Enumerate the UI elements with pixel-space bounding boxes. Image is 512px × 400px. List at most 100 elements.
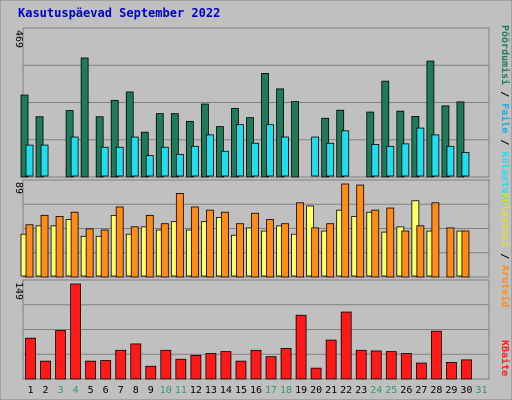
bar-faile-day-1	[25, 144, 34, 177]
bar-p-rdumisi-day-1	[20, 94, 29, 178]
bar-kbaite-day-27	[415, 362, 427, 380]
legend-pages: Pöördumisi	[499, 25, 511, 85]
x-tick-day-20: 20	[310, 385, 322, 396]
bar-kbaite-day-22	[340, 311, 352, 380]
bar-kbaite-day-26	[400, 353, 412, 380]
y-max-label: 469	[13, 30, 24, 48]
bar-faile-day-18	[281, 136, 289, 177]
bar-aruteid-day-20	[311, 227, 320, 278]
x-tick-day-23: 23	[355, 385, 367, 396]
bar-kbaite-day-7	[115, 349, 127, 380]
legend-middle: Külastusi / Aruteid	[499, 193, 511, 307]
bar-kbaite-day-24	[370, 350, 382, 380]
x-tick-day-22: 22	[340, 385, 352, 396]
bar-aruteid-day-19	[296, 202, 304, 278]
bar-kbaite-day-15	[235, 360, 247, 380]
x-tick-day-12: 12	[190, 385, 202, 396]
bar-faile-day-8	[130, 136, 139, 177]
bar-kbaite-day-23	[355, 349, 367, 380]
legend-kbytes: KBaite	[499, 340, 511, 376]
bar-aruteid-day-8	[130, 226, 139, 278]
bar-p-rdumisi-day-7	[110, 99, 119, 178]
bar-aruteid-day-26	[401, 230, 410, 278]
x-tick-day-10: 10	[160, 385, 172, 396]
bar-aruteid-day-18	[281, 223, 289, 278]
bar-kbaite-day-1	[25, 337, 36, 380]
x-tick-day-18: 18	[280, 385, 292, 396]
bar-p-rdumisi-day-11	[170, 113, 179, 178]
x-tick-day-28: 28	[430, 385, 442, 396]
x-tick-day-24: 24	[370, 385, 382, 396]
bar-kbaite-day-18	[280, 347, 292, 380]
bar-p-rdumisi-day-8	[125, 91, 134, 178]
bar-faile-day-14	[221, 150, 229, 177]
x-tick-day-14: 14	[220, 385, 232, 396]
bar-aruteid-day-25	[386, 207, 395, 278]
x-tick-day-21: 21	[325, 385, 337, 396]
x-tick-day-13: 13	[205, 385, 217, 396]
bar-kbaite-day-12	[190, 355, 202, 380]
x-tick-day-30: 30	[460, 385, 472, 396]
bar-aruteid-day-24	[371, 209, 380, 278]
bar-faile-day-25	[386, 145, 395, 177]
legend-hits: Külastusi	[499, 151, 511, 205]
bar-kbaite-day-20	[310, 367, 322, 380]
bar-aruteid-day-4	[70, 211, 79, 278]
bar-aruteid-day-13	[206, 209, 214, 278]
bar-aruteid-day-15	[236, 223, 244, 278]
bar-kbaite-day-30	[461, 359, 472, 380]
bar-aruteid-day-16	[251, 212, 259, 278]
bar-aruteid-day-21	[326, 223, 335, 278]
panel-kbytes: 149	[13, 279, 490, 380]
bar-aruteid-day-23	[356, 184, 365, 278]
bar-p-rdumisi-day-25	[381, 80, 390, 178]
bar-faile-day-27	[416, 127, 425, 177]
bar-p-rdumisi-day-5	[80, 57, 89, 178]
x-tick-day-5: 5	[88, 385, 94, 396]
bar-faile-day-30	[461, 152, 470, 177]
bar-aruteid-day-14	[221, 211, 229, 278]
bar-aruteid-day-1	[25, 224, 34, 278]
x-tick-day-4: 4	[73, 385, 79, 396]
bar-aruteid-day-7	[115, 206, 124, 278]
bar-aruteid-day-10	[160, 223, 169, 278]
bar-p-rdumisi-day-9	[140, 131, 149, 178]
bar-kbaite-day-29	[446, 362, 457, 380]
bar-aruteid-day-12	[190, 206, 199, 278]
bar-kbaite-day-9	[145, 365, 157, 380]
x-tick-day-15: 15	[235, 385, 247, 396]
bar-p-rdumisi-day-30	[456, 101, 465, 178]
bar-faile-day-20	[311, 136, 320, 177]
x-tick-day-26: 26	[400, 385, 412, 396]
x-tick-day-8: 8	[133, 385, 139, 396]
bar-kbaite-day-5	[85, 360, 97, 380]
bar-faile-day-9	[145, 155, 154, 177]
bar-faile-day-21	[326, 142, 335, 177]
x-tick-day-3: 3	[58, 385, 64, 396]
bar-faile-day-2	[40, 144, 49, 177]
bar-p-rdumisi-day-19	[291, 101, 299, 178]
bar-faile-day-16	[251, 142, 259, 177]
bar-kbaite-day-28	[430, 330, 442, 380]
bar-aruteid-day-28	[431, 202, 440, 278]
panel-visits-sites: 89	[13, 179, 490, 278]
bar-faile-day-13	[206, 134, 214, 177]
legend-visits: Külastusi	[499, 193, 511, 247]
bar-aruteid-day-11	[175, 193, 184, 278]
bar-aruteid-day-17	[266, 219, 274, 278]
bar-faile-day-12	[190, 145, 199, 177]
bar-kbaite-day-21	[325, 339, 337, 380]
bar-aruteid-day-2	[40, 214, 49, 278]
y-max-label: 149	[13, 282, 24, 300]
bar-aruteid-day-6	[100, 229, 109, 278]
x-tick-day-16: 16	[250, 385, 262, 396]
bar-faile-day-4	[70, 136, 79, 177]
bar-p-rdumisi-day-28	[426, 60, 435, 178]
x-tick-day-2: 2	[43, 385, 49, 396]
x-tick-day-6: 6	[103, 385, 109, 396]
bar-aruteid-day-30	[461, 230, 470, 278]
panel-pages-files: 469	[13, 27, 490, 178]
bar-kbaite-day-14	[220, 351, 232, 380]
y-max-label: 89	[13, 182, 24, 194]
